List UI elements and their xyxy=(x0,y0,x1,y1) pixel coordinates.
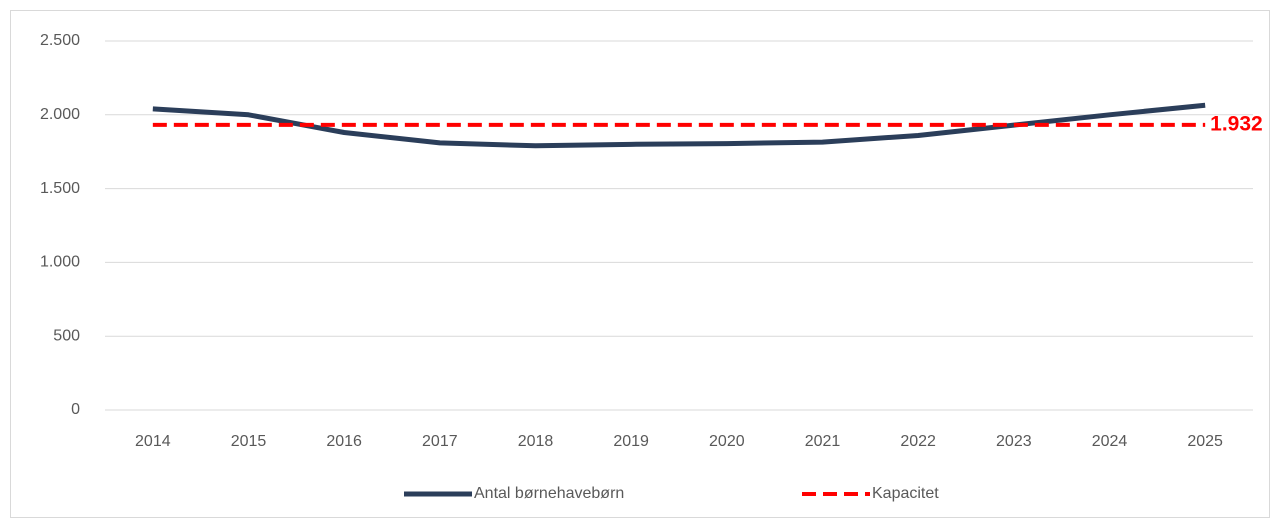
x-tick-label: 2020 xyxy=(709,433,745,450)
x-tick-label: 2021 xyxy=(805,433,841,450)
legend-label: Antal børnehavebørn xyxy=(474,485,624,502)
x-tick-label: 2025 xyxy=(1187,433,1223,450)
x-tick-label: 2015 xyxy=(231,433,267,450)
y-tick-label: 1.000 xyxy=(40,254,80,271)
y-tick-label: 2.000 xyxy=(40,106,80,123)
x-tick-label: 2019 xyxy=(613,433,649,450)
y-tick-label: 2.500 xyxy=(40,32,80,49)
y-tick-label: 0 xyxy=(71,401,80,418)
legend-label: Kapacitet xyxy=(872,485,939,502)
x-tick-label: 2017 xyxy=(422,433,458,450)
data-label: 1.932 xyxy=(1210,112,1263,135)
chart-border xyxy=(10,10,1270,518)
x-tick-label: 2022 xyxy=(900,433,936,450)
y-tick-label: 1.500 xyxy=(40,180,80,197)
line-series xyxy=(152,102,1206,149)
x-tick-label: 2016 xyxy=(326,433,362,450)
x-tick-label: 2018 xyxy=(518,433,554,450)
x-tick-label: 2023 xyxy=(996,433,1032,450)
x-tick-label: 2014 xyxy=(135,433,171,450)
y-tick-label: 500 xyxy=(53,327,80,344)
x-tick-label: 2024 xyxy=(1092,433,1128,450)
